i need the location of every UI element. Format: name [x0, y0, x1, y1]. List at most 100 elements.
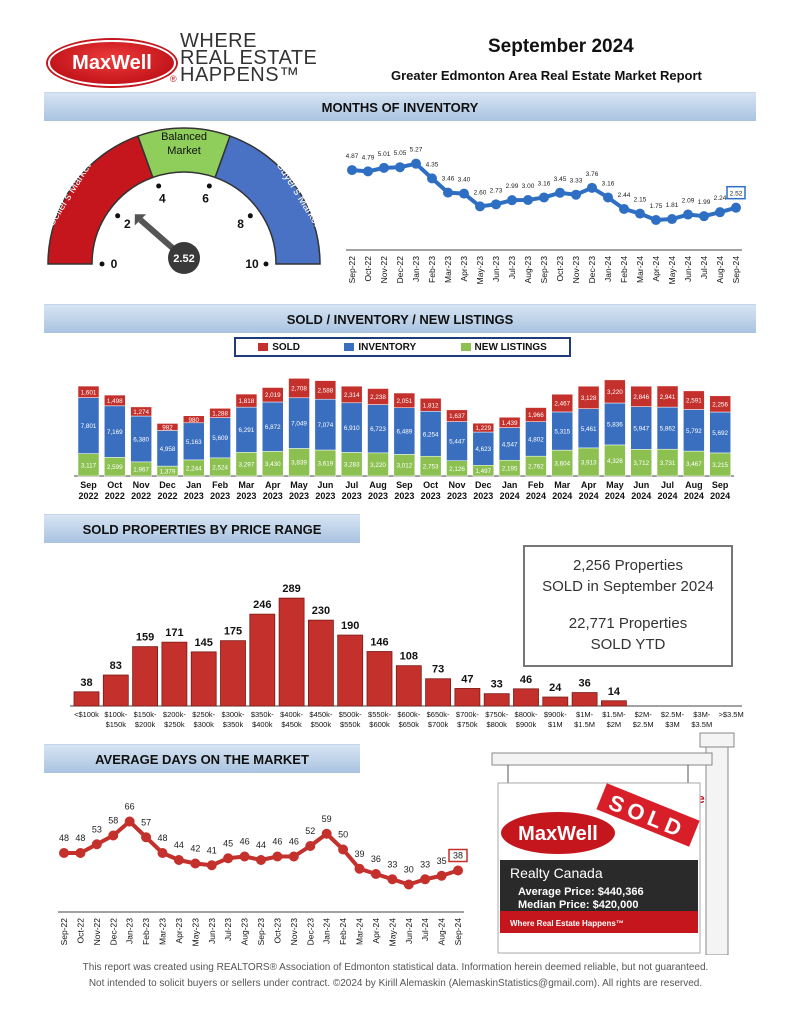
stack-label: 5,163: [186, 439, 202, 446]
data-label: 57: [141, 817, 151, 827]
legend-swatch-sold: [258, 342, 269, 351]
x-tick-label: Dec-22: [108, 918, 118, 946]
price-bar: [454, 688, 481, 707]
stack-label: 5,862: [660, 426, 676, 433]
legend-inventory-label: INVENTORY: [358, 341, 417, 353]
stack-label: 1,274: [133, 409, 149, 416]
x-tick-label: Sep-22: [59, 918, 69, 946]
data-point: [321, 828, 332, 839]
x-tick-range-top: $750k-: [485, 710, 508, 719]
x-tick-label: Jul-24: [699, 256, 709, 279]
x-tick-month: Sep: [712, 480, 729, 490]
x-tick-label: Oct-23: [555, 256, 565, 282]
stack-label: 2,762: [528, 464, 544, 471]
x-tick-year: 2023: [184, 491, 204, 501]
x-tick-label: Jun-24: [683, 256, 693, 282]
x-tick-month: May: [290, 480, 308, 490]
stack-label: 1,379: [160, 469, 176, 476]
price-bar: [220, 640, 246, 707]
x-tick-range-bottom: $2.5M: [633, 720, 654, 729]
data-label: 4.87: [346, 153, 359, 160]
data-label: 3.45: [554, 176, 567, 183]
data-point: [459, 188, 469, 199]
x-tick-month: Jul: [345, 480, 358, 490]
x-tick-range-bottom: $1M: [548, 720, 563, 729]
x-tick-label: Apr-23: [459, 256, 469, 282]
data-label: 3.16: [602, 180, 615, 187]
gauge-tick-label: 2: [124, 217, 131, 231]
stack-label: 2,195: [502, 466, 518, 473]
stack-label: 7,801: [81, 423, 97, 430]
x-tick-month: Nov: [133, 480, 150, 490]
x-tick-range-top: $600k-: [397, 710, 420, 719]
sold-summary-box: 2,256 Properties SOLD in September 2024 …: [523, 545, 733, 667]
data-label: 58: [108, 816, 118, 826]
section-title: MONTHS OF INVENTORY: [321, 99, 479, 115]
data-label: 44: [174, 840, 184, 850]
x-tick-month: May: [606, 480, 624, 490]
legend-swatch-inventory: [344, 342, 355, 351]
x-tick-label: Mar-24: [355, 918, 365, 945]
gauge-tick-label: 6: [202, 191, 209, 205]
x-tick-range-top: $2.5M-: [661, 710, 685, 719]
x-tick-label: Nov-23: [571, 256, 581, 284]
data-point: [731, 202, 741, 213]
data-label: 1.99: [698, 199, 711, 206]
data-point: [272, 851, 283, 862]
price-bar-label: 24: [549, 682, 562, 694]
gauge-tick-dot: [206, 183, 212, 189]
x-tick-range-top: >$3.5M: [718, 710, 743, 719]
x-tick-label: Mar-23: [158, 918, 168, 945]
x-tick-range-top: <$100k: [74, 710, 99, 719]
price-bar-label: 83: [110, 660, 122, 672]
price-bar-label: 14: [608, 686, 621, 698]
data-point: [91, 839, 102, 850]
stack-segment-sold: [340, 385, 363, 404]
sign-red-strip: [500, 911, 698, 933]
section-price-range: SOLD PROPERTIES BY PRICE RANGE: [44, 514, 360, 543]
stack-label: 3,604: [554, 461, 570, 468]
data-label: 2.52: [730, 191, 743, 198]
stack-segment-sold: [130, 406, 152, 417]
x-tick-label: May-24: [667, 256, 677, 285]
data-label: 2.73: [490, 187, 503, 194]
stack-segment-sold: [709, 395, 731, 413]
sign-average-price: Average Price: $440,366: [518, 886, 644, 898]
stack-segment-sold: [577, 385, 600, 409]
data-label: 5.01: [378, 151, 391, 158]
data-label: 33: [387, 859, 397, 869]
stack-label: 5,792: [686, 428, 702, 435]
stack-label: 1,497: [475, 468, 491, 475]
stack-label: 7,049: [291, 421, 307, 428]
x-tick-label: Jul-23: [507, 256, 517, 279]
stack-label: 3,128: [581, 395, 597, 402]
x-tick-range-bottom: $300k: [193, 720, 214, 729]
data-label: 53: [92, 824, 102, 834]
x-tick-year: 2022: [131, 491, 151, 501]
stack-segment-sold: [446, 409, 468, 422]
price-bar: [102, 674, 129, 707]
stack-label: 3,913: [581, 459, 597, 466]
sign-brand: MaxWell: [518, 823, 598, 845]
x-tick-range-bottom: $750k: [457, 720, 478, 729]
x-tick-range-bottom: $1.5M: [574, 720, 595, 729]
x-tick-year: 2024: [658, 491, 678, 501]
stack-label: 6,872: [265, 424, 281, 431]
x-tick-label: Jul-23: [223, 918, 233, 941]
stack-label: 2,467: [554, 401, 570, 408]
x-tick-label: Aug-23: [240, 918, 250, 946]
stack-label: 2,941: [660, 394, 676, 401]
x-tick-year: 2024: [631, 491, 651, 501]
x-tick-range-top: $400k-: [280, 710, 303, 719]
x-tick-year: 2023: [394, 491, 414, 501]
x-tick-range-top: $1.5M-: [602, 710, 626, 719]
data-label: 48: [59, 833, 69, 843]
x-tick-label: Jun-24: [404, 918, 414, 944]
stack-label: 2,314: [344, 392, 360, 399]
x-tick-month: Aug: [685, 480, 703, 490]
data-label: 5.05: [394, 150, 407, 157]
x-tick-label: Feb-23: [427, 256, 437, 283]
x-tick-month: Oct: [107, 480, 122, 490]
stack-label: 3,839: [291, 460, 307, 467]
x-tick-range-top: $800k-: [515, 710, 538, 719]
